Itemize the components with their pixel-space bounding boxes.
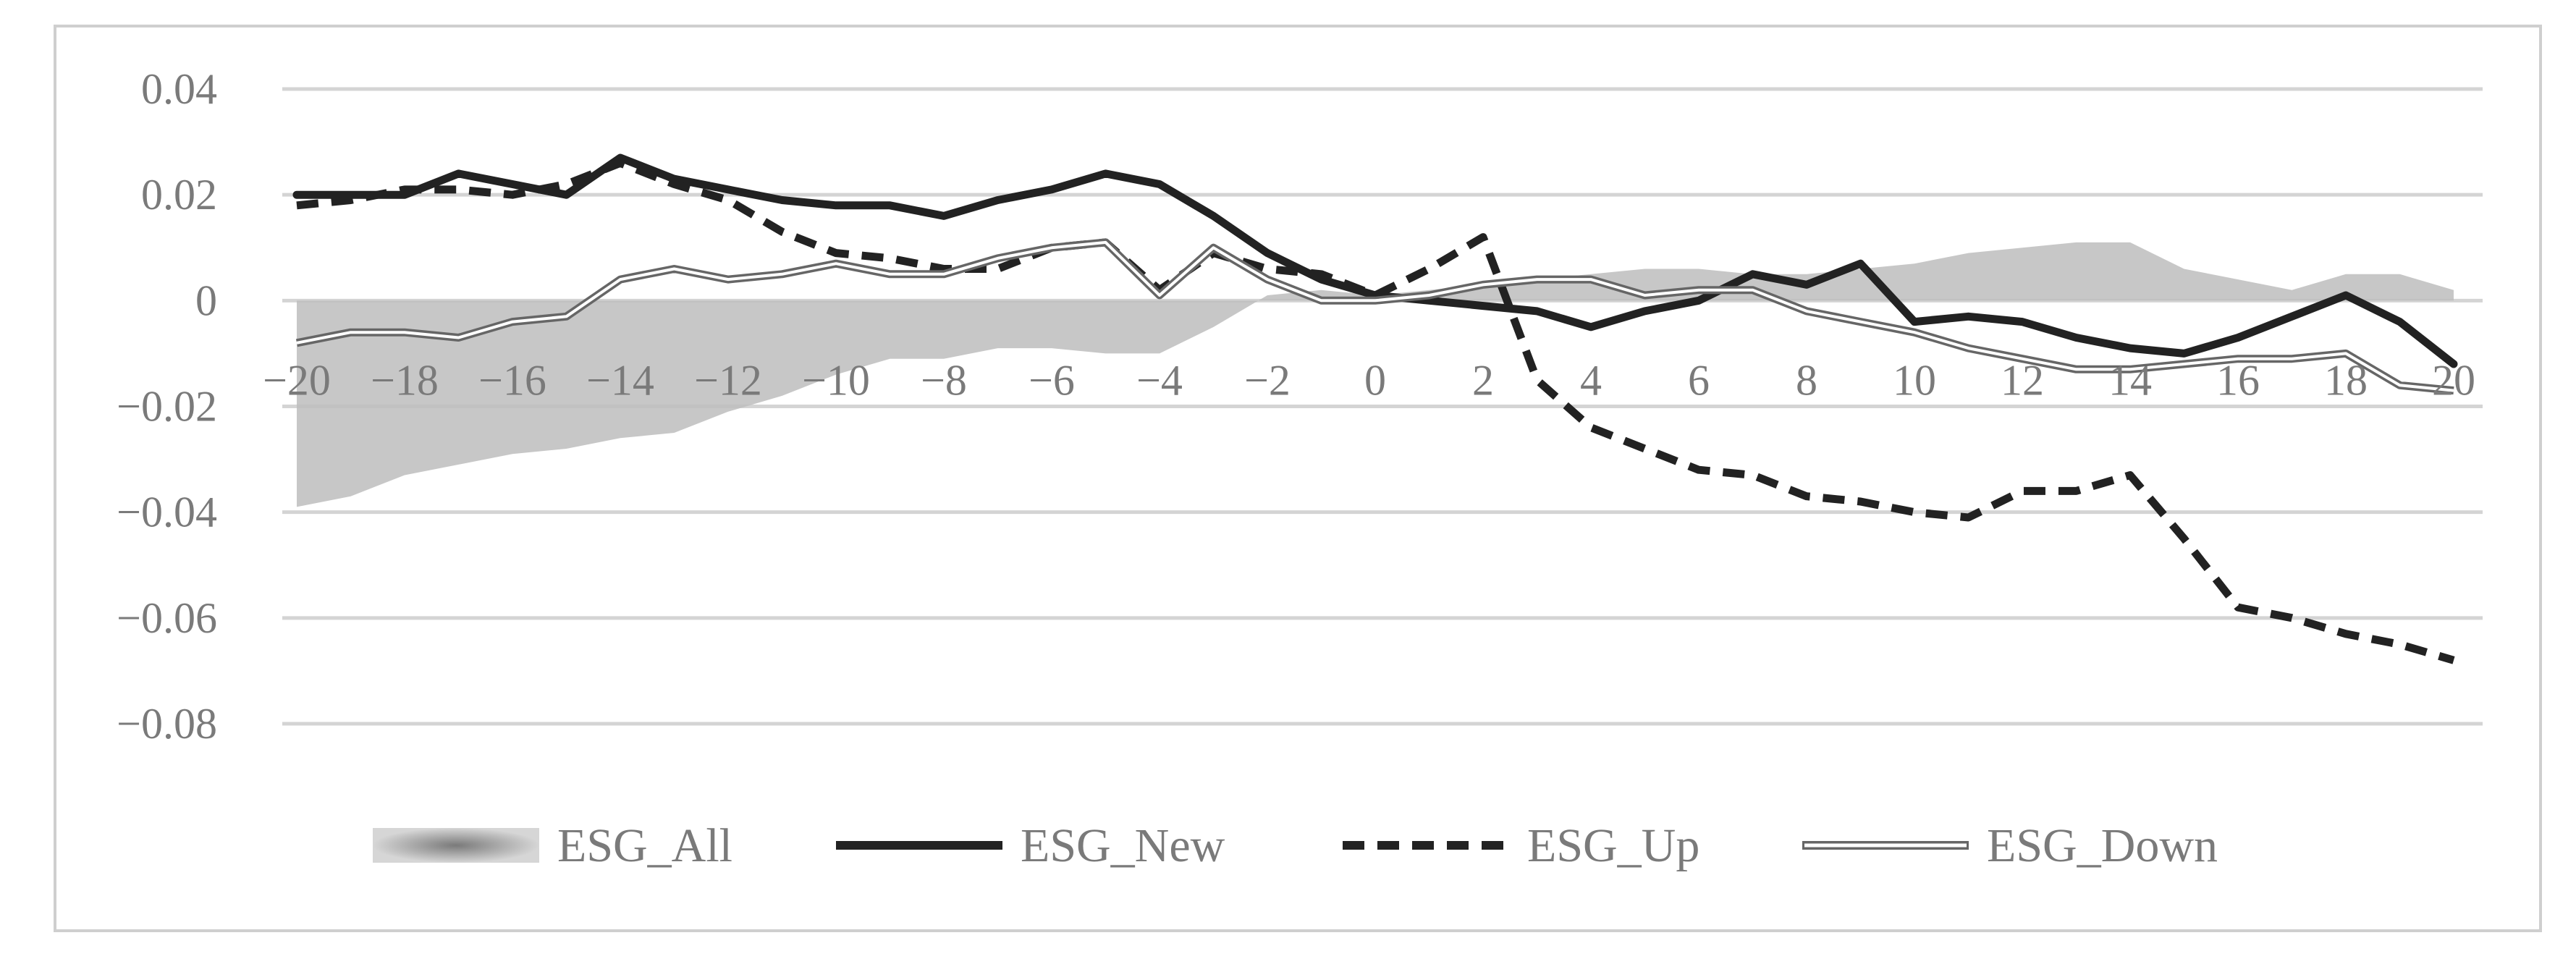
legend-label: ESG_Up [1527, 819, 1699, 872]
x-tick-label: 6 [1688, 356, 1710, 404]
x-tick-label: −2 [1244, 356, 1291, 404]
x-tick-label: −12 [694, 356, 762, 404]
x-tick-label: −16 [478, 356, 546, 404]
y-tick-label: 0 [195, 276, 217, 324]
x-tick-label: 4 [1580, 356, 1602, 404]
area-series-esg-all [297, 242, 2454, 507]
y-tick-label: 0.04 [141, 65, 217, 113]
x-tick-label: 16 [2216, 356, 2260, 404]
y-tick-label: −0.02 [117, 383, 217, 431]
line-series-esg-up [296, 159, 2455, 664]
y-tick-label: 0.02 [141, 171, 217, 219]
x-tick-label: −4 [1136, 356, 1183, 404]
x-tick-label: 2 [1472, 356, 1494, 404]
line-series-esg-down-inner [296, 240, 2454, 392]
y-tick-label: −0.08 [117, 700, 217, 748]
x-tick-label: −8 [921, 356, 967, 404]
line-series-esg-new [292, 153, 2458, 368]
x-tick-label: −10 [802, 356, 870, 404]
chart-border [54, 25, 2542, 932]
x-tick-label: 14 [2108, 356, 2152, 404]
x-tick-label: 18 [2324, 356, 2368, 404]
x-tick-label: 8 [1796, 356, 1817, 404]
legend-label: ESG_Down [1987, 819, 2218, 872]
x-tick-label: −6 [1029, 356, 1075, 404]
x-tick-label: −20 [263, 356, 331, 404]
line-series [292, 153, 2458, 664]
x-tick-label: −18 [371, 356, 439, 404]
x-tick-label: −14 [586, 356, 654, 404]
x-tick-label: 0 [1364, 356, 1386, 404]
x-tick-label: 12 [2001, 356, 2044, 404]
legend-swatch-esg-all [373, 828, 539, 863]
legend-label: ESG_All [557, 819, 732, 872]
x-tick-label: 20 [2432, 356, 2475, 404]
x-axis-tick-labels: −20 −18 −16 −14 −12 −10 −8 −6 −4 −2 0 2 4 6 8 10 12 14 16 1… [263, 356, 2475, 404]
y-tick-label: −0.06 [117, 594, 217, 642]
x-tick-label: 10 [1893, 356, 1936, 404]
y-axis-tick-labels: 0.04 0.02 0 −0.02 −0.04 −0.06 −0.08 [117, 65, 217, 748]
area-series [297, 242, 2454, 507]
y-tick-label: −0.04 [117, 489, 217, 536]
legend: ESG_All ESG_New ESG_Up ESG_Down [373, 819, 2218, 872]
legend-label: ESG_New [1021, 819, 1225, 872]
